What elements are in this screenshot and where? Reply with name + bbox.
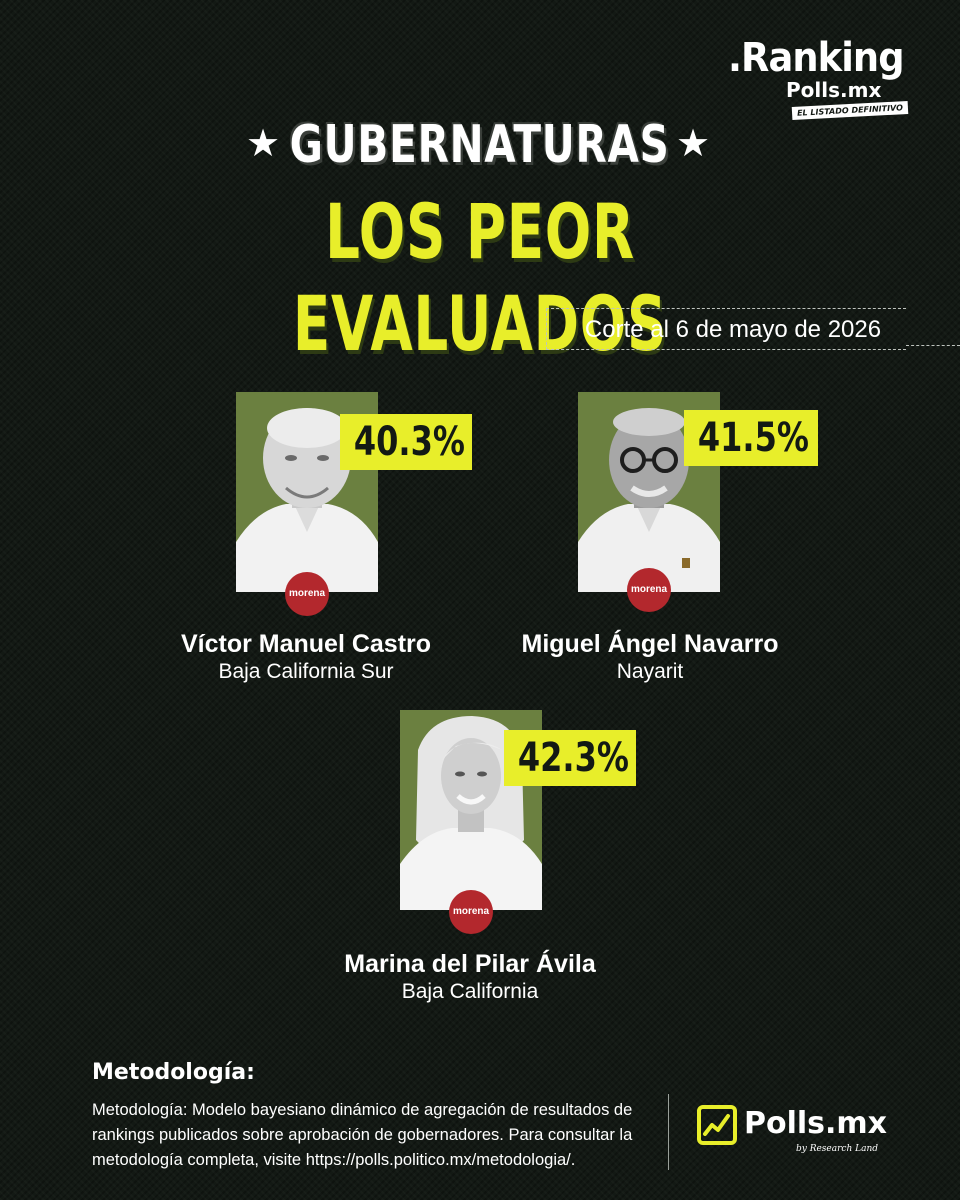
date-frame	[546, 308, 906, 350]
approval-badge: 42.3%	[504, 730, 636, 786]
ranking-logo-polls: Polls.mx	[786, 78, 882, 102]
candidate-name: Miguel Ángel Navarro	[521, 630, 779, 658]
portrait-image	[236, 392, 378, 592]
candidate-photo-navarro: 41.5% morena	[578, 392, 818, 612]
candidate-state: Baja California	[401, 980, 539, 1003]
approval-value: 40.3%	[353, 419, 465, 465]
approval-value: 42.3%	[517, 735, 629, 781]
approval-value: 41.5%	[697, 415, 809, 461]
ranking-logo-text: .Ranking	[728, 35, 905, 81]
morena-logo-icon: morena	[285, 572, 329, 616]
page-title-container: GUBERNATURAS	[0, 112, 960, 178]
footer-divider	[668, 1094, 669, 1170]
star-icon: ★	[246, 121, 281, 165]
approval-badge: 41.5%	[684, 410, 818, 466]
candidate-photo-castro: 40.3% morena	[236, 392, 472, 616]
pollsmx-logo-text: Polls.mx	[744, 1106, 888, 1141]
cutoff-date: Corte al 6 de mayo de 2026	[584, 316, 882, 343]
methodology-text: Metodología: Modelo bayesiano dinámico d…	[92, 1101, 633, 1169]
ranking-logo: .Ranking Polls.mx EL LISTADO DEFINITIVO	[728, 38, 909, 130]
candidate-state: Baja California Sur	[218, 660, 394, 683]
chart-line-icon	[697, 1105, 737, 1145]
portrait-image	[400, 710, 542, 910]
candidate-name: Víctor Manuel Castro	[180, 630, 432, 658]
morena-logo-icon: morena	[627, 568, 671, 612]
morena-logo-icon: morena	[449, 890, 493, 934]
page-subtitle: LOS PEOR EVALUADOS	[292, 187, 668, 368]
date-frame-line	[906, 345, 960, 346]
approval-badge: 40.3%	[340, 414, 472, 470]
pollsmx-logo: Polls.mx by Research Land	[696, 1100, 887, 1160]
candidate-state: Nayarit	[616, 660, 684, 683]
methodology-title: Metodología:	[92, 1060, 255, 1085]
pollsmx-logo-sub: by Research Land	[796, 1144, 879, 1154]
page-title: GUBERNATURAS	[289, 115, 671, 175]
star-icon: ★	[676, 121, 711, 165]
candidate-photo-avila: 42.3% morena	[400, 710, 636, 934]
candidate-name: Marina del Pilar Ávila	[344, 950, 596, 978]
